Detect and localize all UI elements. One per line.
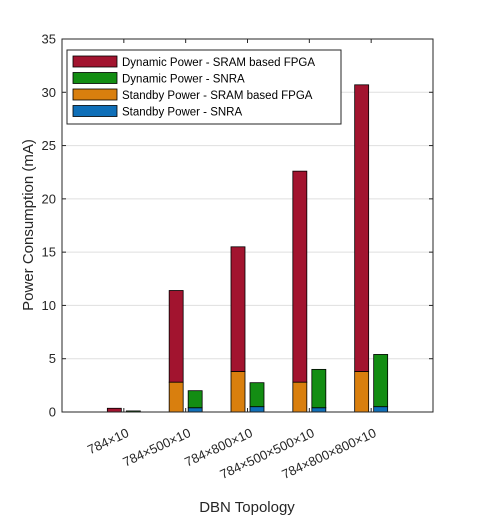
y-axis-label: Power Consumption (mA) <box>20 139 37 311</box>
bar-segment <box>373 406 389 413</box>
y-tick-label: 5 <box>49 351 56 366</box>
x-axis-label: DBN Topology <box>199 499 295 515</box>
bar-segment <box>230 246 246 372</box>
legend-label: Dynamic Power - SNRA <box>122 74 245 86</box>
y-tick-label: 0 <box>49 405 56 420</box>
y-tick-label: 35 <box>42 32 56 47</box>
bar-segment <box>249 406 265 413</box>
legend-label: Standby Power - SNRA <box>122 107 242 119</box>
bar-segment <box>311 407 327 413</box>
bar-segment <box>187 390 203 409</box>
y-tick-label: 15 <box>42 245 56 260</box>
legend: Dynamic Power - SRAM based FPGA Dynamic P… <box>66 49 342 125</box>
x-tick-label: 784×500×10 <box>120 425 193 469</box>
bar-segment <box>230 371 246 413</box>
bar-segment <box>354 84 370 372</box>
legend-swatch <box>72 55 118 68</box>
y-tick-label: 25 <box>42 138 56 153</box>
x-tick-label: 784×10 <box>85 425 131 457</box>
y-tick-label: 10 <box>42 298 56 313</box>
bars <box>106 84 389 413</box>
bar-segment <box>373 354 389 408</box>
bar-segment <box>354 371 370 413</box>
y-axis-ticks: 0 5 10 15 20 25 30 35 <box>42 32 433 420</box>
legend-swatch <box>72 88 118 101</box>
y-tick-label: 20 <box>42 191 56 206</box>
legend-swatch <box>72 72 118 84</box>
bar-segment <box>249 382 265 408</box>
legend-label: Standby Power - SRAM based FPGA <box>122 90 313 102</box>
bar-segment <box>311 368 327 409</box>
bar-segment <box>292 381 308 413</box>
legend-label: Dynamic Power - SRAM based FPGA <box>122 57 315 69</box>
bar-segment <box>168 381 184 413</box>
bar-segment <box>168 290 184 383</box>
bar-segment <box>106 407 122 413</box>
y-tick-label: 30 <box>42 85 56 100</box>
bar-segment <box>187 407 203 413</box>
legend-swatch <box>72 105 118 117</box>
bar-segment <box>292 170 308 383</box>
